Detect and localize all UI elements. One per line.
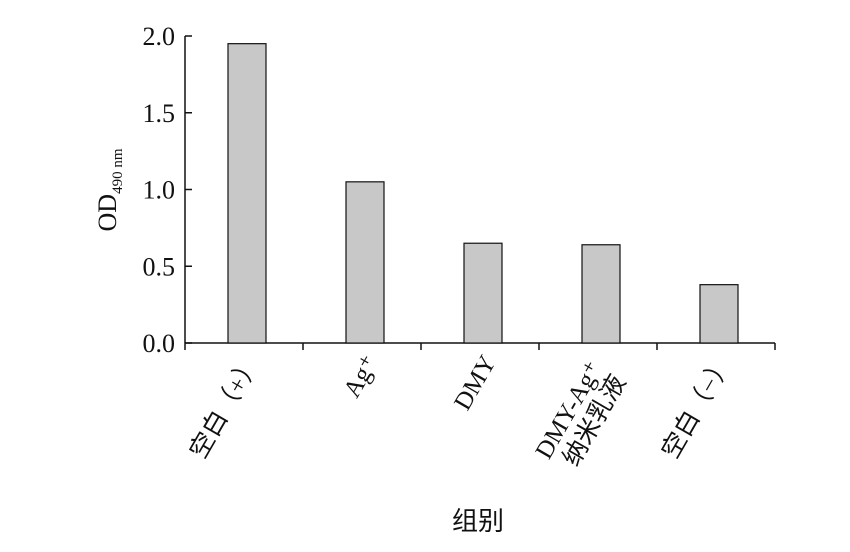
bar bbox=[463, 242, 503, 344]
bar bbox=[227, 43, 267, 344]
x-tick-label-line: Ag⁺ bbox=[339, 351, 384, 402]
x-axis-label: 组别 bbox=[452, 507, 504, 536]
y-tick-label: 0.5 bbox=[143, 252, 176, 281]
y-axis-label: OD490 nm bbox=[93, 148, 126, 231]
x-tick-label: 空白（+） bbox=[184, 350, 265, 463]
x-tick-label-line: DMY bbox=[449, 351, 502, 415]
x-tick-label-line: 空白（+） bbox=[184, 350, 265, 463]
bar bbox=[699, 284, 739, 344]
y-tick-label: 2.0 bbox=[143, 22, 176, 51]
y-label-subscript: 490 nm bbox=[110, 148, 126, 194]
y-label-main: OD bbox=[93, 194, 122, 232]
bar bbox=[345, 181, 385, 344]
y-tick-label: 1.0 bbox=[143, 176, 176, 205]
x-tick-label-line: 空白（−） bbox=[656, 350, 737, 463]
x-tick-label: 空白（−） bbox=[656, 350, 737, 463]
y-tick-label: 1.5 bbox=[143, 99, 176, 128]
y-tick-label: 0.0 bbox=[143, 329, 176, 358]
x-tick-label: Ag⁺ bbox=[339, 351, 384, 402]
x-tick-label: DMY bbox=[449, 351, 502, 415]
x-tick-label: DMY-Ag⁺纳米乳液 bbox=[531, 357, 632, 477]
bar bbox=[581, 244, 621, 344]
